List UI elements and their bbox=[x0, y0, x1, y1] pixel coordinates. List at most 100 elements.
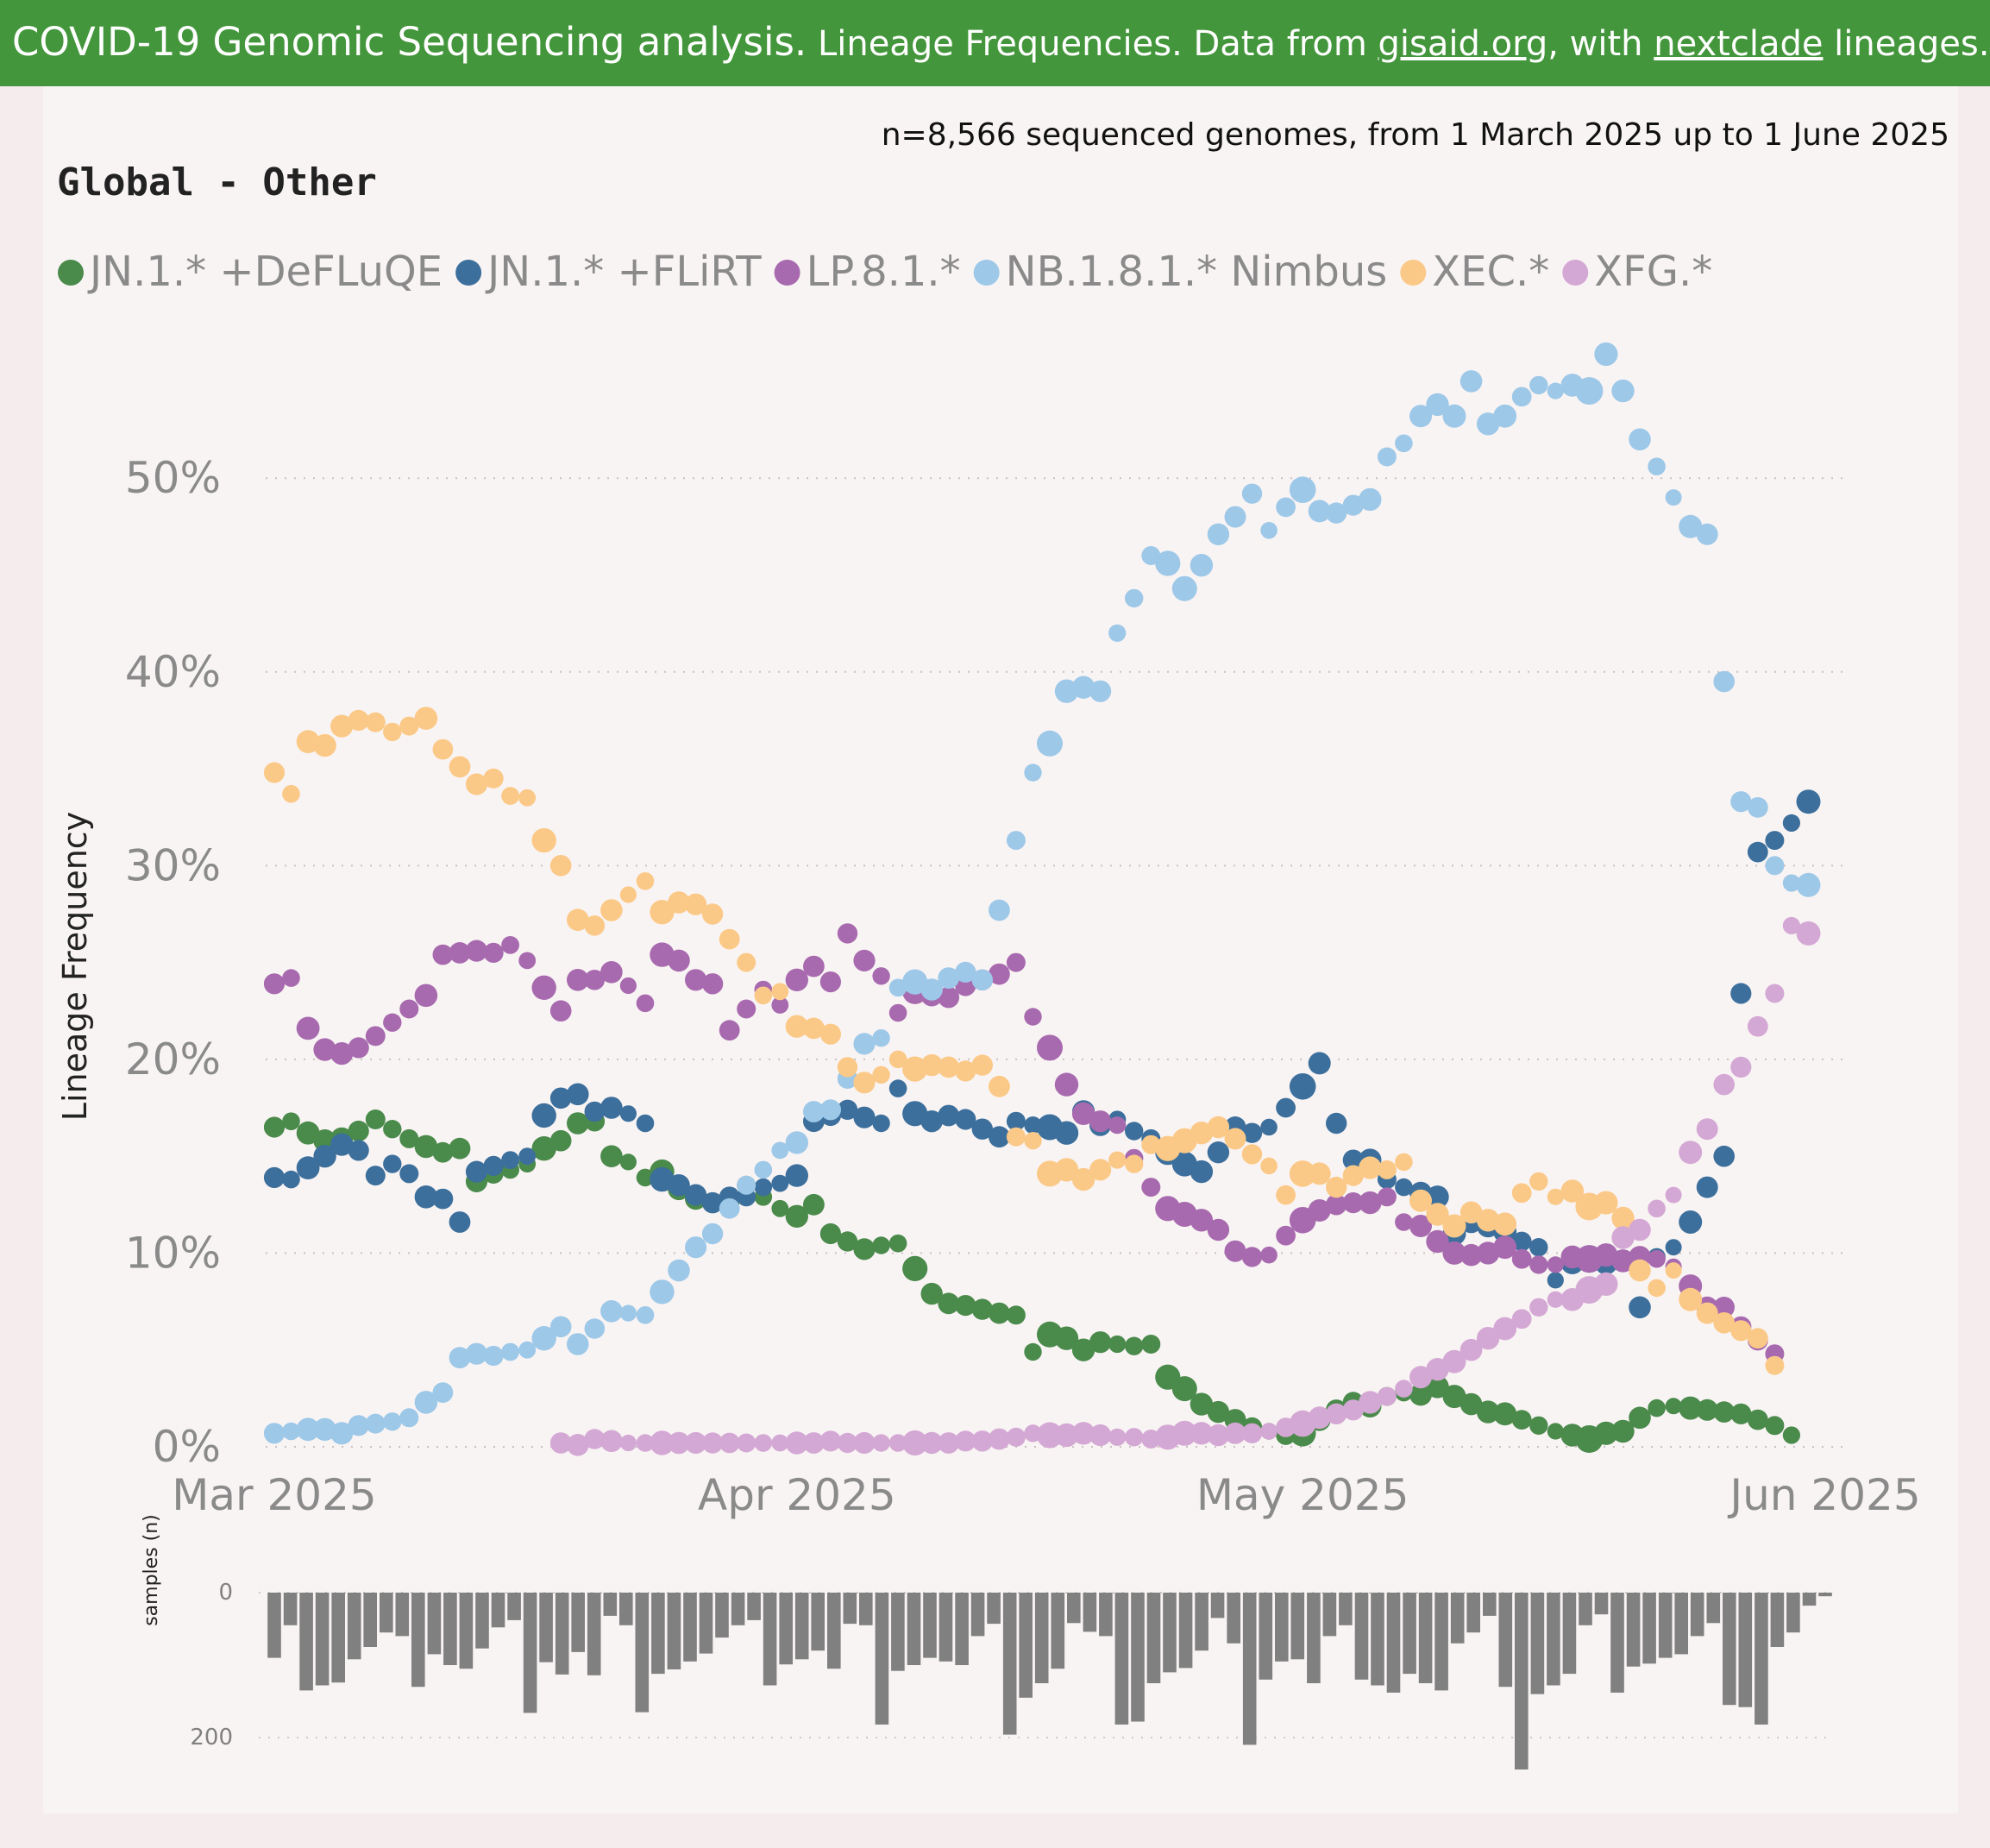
data-point bbox=[1108, 1428, 1127, 1446]
data-point bbox=[1665, 1239, 1682, 1256]
legend-item-jn-1-defluqe[interactable]: JN.1.* +DeFLuQE bbox=[58, 248, 443, 296]
data-point bbox=[1207, 1424, 1230, 1447]
samples-bar bbox=[1275, 1593, 1289, 1662]
samples-bar bbox=[859, 1593, 873, 1625]
data-point bbox=[1108, 1116, 1127, 1135]
data-point bbox=[1442, 404, 1466, 428]
samples-bar bbox=[1099, 1593, 1113, 1637]
data-point bbox=[1730, 1403, 1752, 1424]
data-point bbox=[1679, 514, 1703, 538]
samples-bar bbox=[1626, 1593, 1641, 1667]
data-point bbox=[888, 1003, 907, 1022]
data-point bbox=[920, 1110, 943, 1133]
legend-label: NB.1.8.1.* Nimbus bbox=[1006, 248, 1388, 296]
data-point bbox=[449, 942, 471, 964]
legend-item-nb-1-8-1-nimbus[interactable]: NB.1.8.1.* Nimbus bbox=[973, 248, 1388, 296]
data-point bbox=[1713, 1312, 1735, 1334]
legend-item-xfg[interactable]: XFG.* bbox=[1562, 248, 1712, 296]
data-point bbox=[1289, 1160, 1316, 1187]
data-point bbox=[920, 978, 943, 1001]
samples-bar bbox=[1594, 1593, 1609, 1615]
data-point bbox=[399, 1408, 419, 1428]
legend-label: JN.1.* +DeFLuQE bbox=[87, 248, 443, 296]
data-point bbox=[432, 739, 454, 760]
data-point bbox=[501, 936, 519, 954]
data-point bbox=[1207, 523, 1230, 545]
data-point bbox=[449, 1137, 471, 1160]
data-point bbox=[1037, 1422, 1063, 1449]
data-point bbox=[1326, 1176, 1347, 1198]
data-point bbox=[1326, 502, 1347, 524]
data-point bbox=[1190, 1122, 1214, 1145]
data-point bbox=[1679, 1287, 1703, 1311]
data-point bbox=[1696, 1176, 1718, 1198]
data-point bbox=[1207, 1141, 1230, 1164]
data-point bbox=[737, 999, 756, 1019]
samples-bar bbox=[1146, 1593, 1161, 1683]
series-xfg bbox=[549, 916, 1821, 1456]
data-point bbox=[567, 1112, 589, 1135]
data-point bbox=[920, 1053, 943, 1077]
data-point bbox=[701, 1223, 724, 1245]
samples-bar bbox=[779, 1593, 793, 1665]
data-point bbox=[414, 1135, 438, 1159]
data-point bbox=[600, 1145, 623, 1167]
data-point bbox=[1108, 1151, 1127, 1169]
data-point bbox=[1611, 1206, 1635, 1230]
legend-marker bbox=[58, 260, 84, 286]
data-point bbox=[282, 1170, 300, 1189]
legend-item-lp-8-1[interactable]: LP.8.1.* bbox=[774, 248, 961, 296]
data-point bbox=[1594, 1421, 1618, 1445]
data-point bbox=[383, 1120, 402, 1139]
data-point bbox=[1648, 457, 1666, 475]
data-point bbox=[365, 712, 386, 732]
data-point bbox=[1611, 1226, 1635, 1249]
samples-bar bbox=[283, 1593, 298, 1625]
data-point bbox=[1476, 1400, 1500, 1424]
samples-bar bbox=[380, 1593, 393, 1633]
data-point bbox=[971, 1298, 994, 1320]
samples-bar bbox=[587, 1593, 601, 1675]
data-point bbox=[600, 1430, 623, 1453]
chart-subtitle: n=8,566 sequenced genomes, from 1 March … bbox=[882, 117, 1949, 153]
samples-bar bbox=[1083, 1593, 1097, 1632]
data-point bbox=[483, 1345, 504, 1367]
data-point bbox=[483, 942, 504, 963]
samples-bar bbox=[1434, 1593, 1448, 1691]
data-point bbox=[1224, 1128, 1246, 1150]
data-point bbox=[1359, 1391, 1382, 1414]
legend: JN.1.* +DeFLuQE JN.1.* +FLiRT LP.8.1.* NB.1… bbox=[58, 248, 1712, 296]
legend-item-jn-1-flirt[interactable]: JN.1.* +FLiRT bbox=[455, 248, 762, 296]
data-point bbox=[1426, 1203, 1449, 1226]
y-axis: 0% 10% 20% 30% 40% 50% bbox=[125, 453, 221, 1472]
banner-middle: Lineage Frequencies. Data from bbox=[807, 24, 1378, 64]
data-point bbox=[819, 1430, 842, 1452]
samples-bar bbox=[1802, 1593, 1817, 1606]
gisaid-link[interactable]: gisaid.org bbox=[1378, 24, 1548, 64]
data-point bbox=[1377, 1187, 1397, 1207]
samples-bar bbox=[875, 1593, 889, 1725]
samples-bar bbox=[1642, 1593, 1656, 1664]
data-point bbox=[1730, 983, 1752, 1004]
data-point bbox=[920, 1282, 943, 1305]
nextclade-link[interactable]: nextclade bbox=[1654, 24, 1824, 64]
data-point bbox=[1395, 1213, 1413, 1231]
data-point bbox=[432, 944, 454, 965]
data-point bbox=[1529, 1238, 1548, 1257]
data-point bbox=[1224, 1240, 1246, 1262]
legend-item-xec[interactable]: XEC.* bbox=[1400, 248, 1549, 296]
data-point bbox=[1395, 1380, 1413, 1398]
samples-bar bbox=[811, 1593, 825, 1651]
samples-bar bbox=[555, 1593, 569, 1675]
data-point bbox=[1071, 1338, 1095, 1361]
y-tick-label: 10% bbox=[125, 1228, 221, 1278]
data-point bbox=[1241, 483, 1263, 504]
data-point bbox=[1796, 921, 1821, 946]
data-point bbox=[1241, 1122, 1263, 1143]
y-axis-label: Lineage Frequency bbox=[56, 812, 94, 1121]
legend-label: XEC.* bbox=[1432, 248, 1549, 296]
data-point bbox=[872, 967, 890, 985]
data-point bbox=[1782, 916, 1800, 934]
data-point bbox=[1665, 1186, 1682, 1204]
data-point bbox=[971, 1118, 994, 1140]
